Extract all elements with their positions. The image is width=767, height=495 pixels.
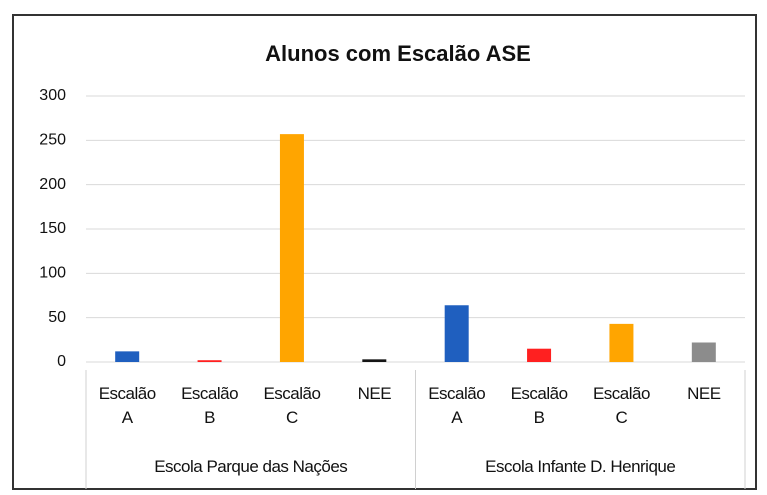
bar	[527, 348, 552, 362]
chart-title: Alunos com Escalão ASE	[265, 41, 531, 66]
y-tick-label: 300	[39, 87, 66, 104]
group-label: Escola Infante D. Henrique	[485, 457, 676, 476]
y-tick-label: 50	[48, 309, 66, 326]
y-tick-label: 100	[39, 265, 66, 282]
bar	[279, 134, 304, 362]
bar	[115, 351, 140, 362]
bar	[609, 323, 634, 362]
x-tick-label: Escalão A	[428, 384, 486, 427]
bar	[691, 342, 716, 362]
y-tick-label: 250	[39, 132, 66, 149]
x-tick-label: Escalão B	[510, 384, 568, 427]
x-tick-label: Escalão C	[263, 384, 321, 427]
bar	[444, 305, 469, 362]
bar	[197, 360, 222, 362]
chart-frame	[12, 14, 757, 490]
x-tick-label: Escalão A	[98, 384, 156, 427]
x-tick-label: NEE	[687, 384, 721, 403]
y-tick-label: 0	[57, 353, 66, 370]
group-label: Escola Parque das Nações	[154, 457, 348, 476]
y-tick-label: 200	[39, 176, 66, 193]
x-tick-label: Escalão C	[592, 384, 650, 427]
y-tick-label: 150	[39, 220, 66, 237]
bar	[362, 359, 387, 362]
x-tick-label: NEE	[357, 384, 392, 403]
x-tick-label: Escalão B	[181, 384, 239, 427]
